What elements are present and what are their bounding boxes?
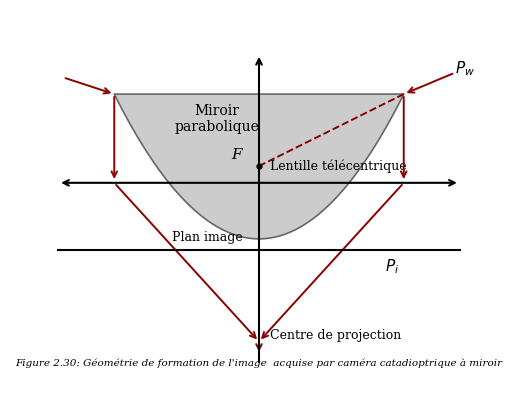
Text: Plan image: Plan image: [172, 231, 243, 244]
Text: Miroir
parabolique: Miroir parabolique: [175, 104, 260, 134]
Text: F: F: [232, 148, 242, 162]
Text: $P_w$: $P_w$: [455, 60, 475, 78]
Text: $P_i$: $P_i$: [385, 258, 399, 276]
Text: Figure 2.30: Géométrie de formation de l'image  acquise par caméra catadioptriqu: Figure 2.30: Géométrie de formation de l…: [16, 358, 502, 368]
Polygon shape: [114, 94, 404, 239]
Text: Centre de projection: Centre de projection: [270, 329, 401, 342]
Text: Lentille télécentrique: Lentille télécentrique: [270, 160, 407, 173]
